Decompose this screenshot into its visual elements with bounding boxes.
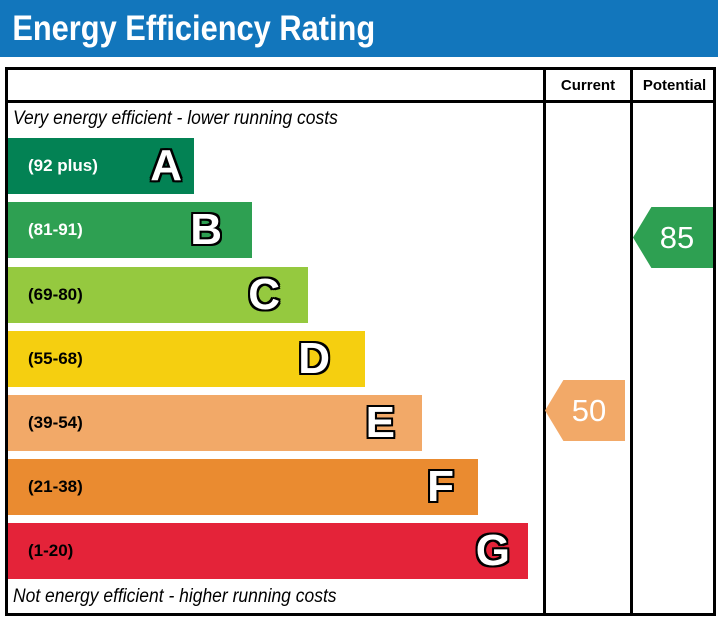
band-b-range-label: (81-91) xyxy=(28,220,83,239)
band-a-letter: A xyxy=(150,141,182,190)
band-d-range-label: (55-68) xyxy=(28,349,83,368)
band-f-letter: F xyxy=(427,462,454,511)
band-e-range-label: (39-54) xyxy=(28,413,83,432)
band-f-range-label: (21-38) xyxy=(28,477,83,496)
column-divider-current xyxy=(543,67,546,616)
band-c-letter: C xyxy=(248,270,280,319)
potential-rating-arrow: 85 xyxy=(633,207,713,268)
bottom-caption: Not energy efficient - higher running co… xyxy=(13,586,337,607)
band-a-range-label: (92 plus) xyxy=(28,156,98,175)
band-b-letter: B xyxy=(190,205,222,254)
title-bar: Energy Efficiency Rating xyxy=(0,0,718,57)
band-e: (39-54) E xyxy=(8,395,422,451)
header-divider xyxy=(5,100,716,103)
band-d: (55-68) D xyxy=(8,331,365,387)
top-caption: Very energy efficient - lower running co… xyxy=(13,108,338,129)
band-g-letter: G xyxy=(475,526,510,575)
current-rating-value: 50 xyxy=(571,392,607,428)
band-g: (1-20) G xyxy=(8,523,528,579)
band-g-range-label: (1-20) xyxy=(28,541,74,560)
band-f: (21-38) F xyxy=(8,459,478,515)
column-divider-potential xyxy=(630,67,633,616)
band-b: (81-91) B xyxy=(8,202,252,258)
column-header-current: Current xyxy=(560,76,616,94)
band-c-range-label: (69-80) xyxy=(28,285,83,304)
band-e-letter: E xyxy=(365,398,395,447)
column-header-potential: Potential xyxy=(642,76,707,94)
potential-rating-value: 85 xyxy=(659,219,695,255)
band-c: (69-80) C xyxy=(8,267,308,323)
band-a: (92 plus) A xyxy=(8,138,194,194)
current-rating-arrow: 50 xyxy=(545,380,625,441)
page-title: Energy Efficiency Rating xyxy=(12,8,376,48)
band-d-letter: D xyxy=(298,334,330,383)
rating-table-frame xyxy=(5,67,716,616)
